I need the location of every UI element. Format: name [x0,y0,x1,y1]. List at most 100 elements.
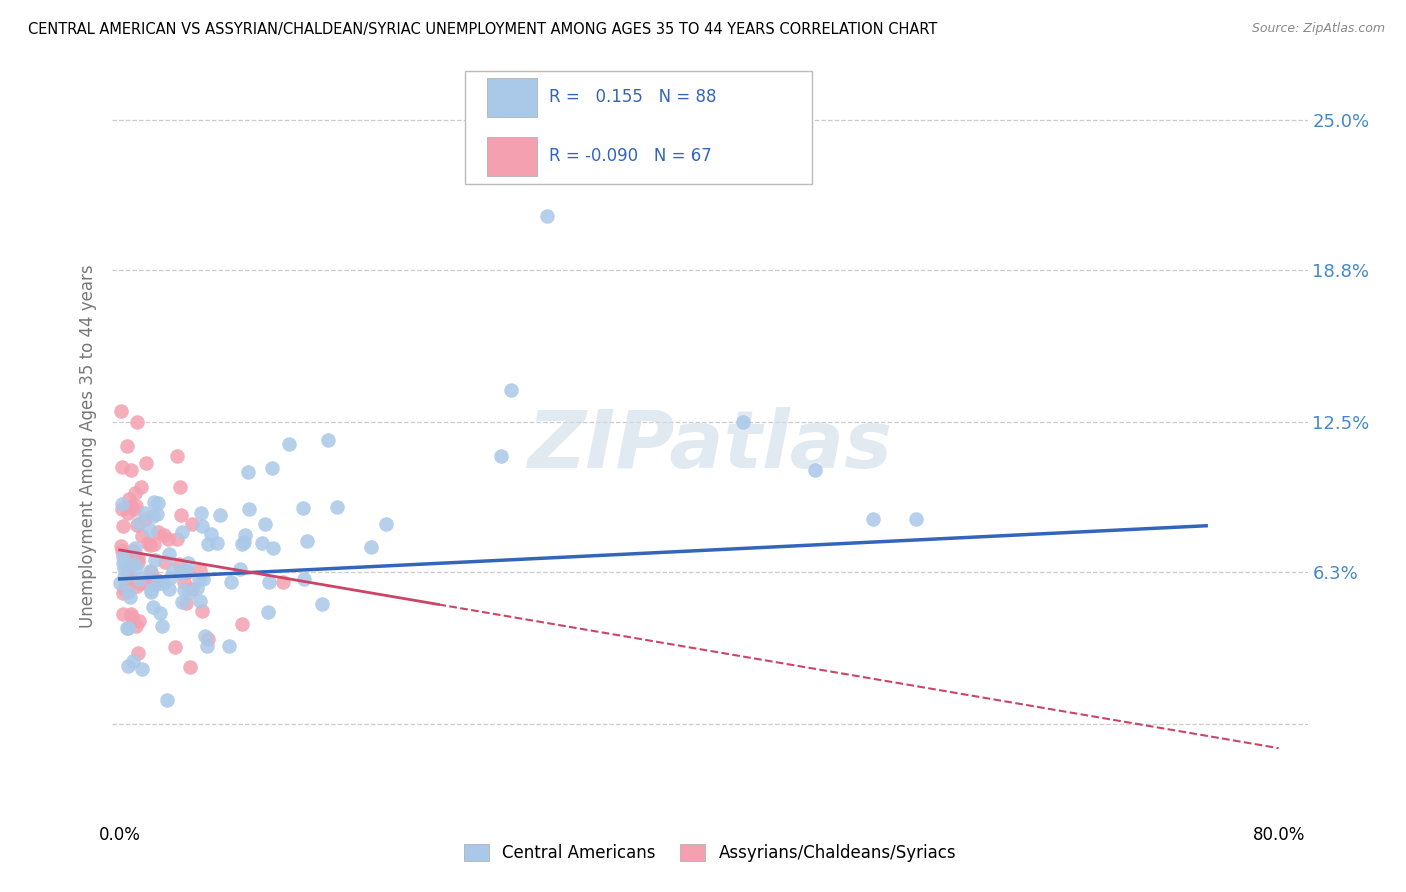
Point [173,582,195,597]
Point [111,544,134,558]
Point [142,599,165,614]
Point [124,486,146,500]
Point [172,595,194,609]
Text: R = -0.090   N = 67: R = -0.090 N = 67 [548,147,711,165]
Point [149,607,172,621]
Point [131,529,153,543]
Point [219,574,242,589]
Point [125,579,148,593]
Point [121,610,143,624]
Point [138,564,160,578]
Point [536,210,558,224]
Point [375,516,398,531]
Point [145,577,167,591]
Point [162,563,184,577]
Point [277,437,299,451]
Point [127,415,149,429]
Point [188,563,211,577]
Point [229,562,252,576]
Point [194,629,217,643]
FancyBboxPatch shape [486,78,537,117]
Point [128,572,150,586]
Point [191,519,214,533]
Point [117,621,139,635]
Point [124,499,146,513]
FancyBboxPatch shape [486,137,537,176]
Point [236,465,259,479]
Point [110,502,132,516]
Point [177,586,200,600]
Point [125,619,148,633]
Point [112,519,135,533]
Point [112,550,135,565]
Point [122,557,145,571]
Point [197,632,219,646]
Point [124,541,146,556]
Point [114,582,136,596]
Point [143,552,166,566]
Point [254,517,277,532]
Point [139,582,162,597]
Point [112,570,135,584]
Point [146,496,169,510]
Point [179,660,201,674]
Point [120,607,142,621]
Point [121,551,143,566]
Point [190,604,212,618]
Point [110,539,132,553]
Point [142,509,165,524]
Point [127,517,149,532]
Point [181,516,204,531]
Point [169,479,191,493]
Point [156,532,179,546]
Point [250,536,273,550]
Point [131,662,153,676]
Point [122,543,145,558]
Point [112,560,135,574]
Point [862,511,884,525]
Point [231,537,253,551]
Y-axis label: Unemployment Among Ages 35 to 44 years: Unemployment Among Ages 35 to 44 years [79,264,97,628]
Point [120,499,142,513]
Point [117,506,139,520]
Point [120,591,142,605]
Point [169,566,191,580]
Point [136,536,159,550]
Point [311,598,333,612]
Point [142,495,165,509]
Point [238,501,260,516]
Point [115,621,138,635]
Point [110,404,132,418]
Point [187,572,209,586]
Point [135,456,157,470]
Point [150,619,173,633]
Point [166,532,188,546]
Point [233,534,256,549]
Point [115,580,138,594]
Point [172,525,194,540]
Point [326,500,349,514]
Point [167,558,190,572]
Point [141,584,163,599]
Point [134,512,156,526]
Point [233,528,256,542]
Point [139,524,162,538]
Point [127,555,149,569]
Point [190,506,212,520]
Point [128,614,150,628]
FancyBboxPatch shape [465,71,811,184]
Text: ZIPatlas: ZIPatlas [527,407,893,485]
Point [195,639,218,653]
Point [146,573,169,587]
Point [148,524,170,539]
Point [166,450,188,464]
Point [316,433,339,447]
Point [139,566,162,580]
Point [112,586,135,600]
Point [157,547,180,561]
Point [159,571,181,585]
Point [120,570,142,584]
Point [117,561,139,575]
Point [131,480,153,494]
Point [174,597,197,611]
